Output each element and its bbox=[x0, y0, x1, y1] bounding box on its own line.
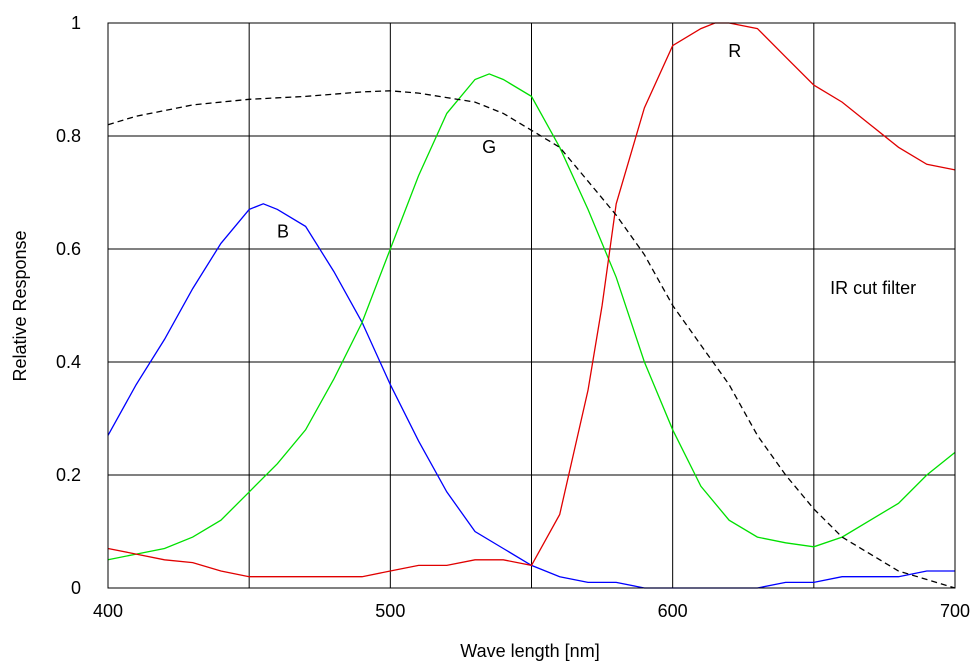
x-tick-label: 700 bbox=[940, 601, 970, 621]
series-label-b: B bbox=[277, 222, 289, 242]
tick-labels: 400 500 600 700 0 0.2 0.4 0.6 0.8 1 bbox=[56, 13, 970, 621]
x-axis-label: Wave length [nm] bbox=[460, 641, 599, 661]
x-tick-label: 600 bbox=[658, 601, 688, 621]
x-tick-label: 400 bbox=[93, 601, 123, 621]
series-label-ir-cut-filter: IR cut filter bbox=[830, 278, 916, 298]
series-label-g: G bbox=[482, 137, 496, 157]
y-tick-label: 0.6 bbox=[56, 239, 81, 259]
x-tick-label: 500 bbox=[375, 601, 405, 621]
grid-lines bbox=[108, 23, 955, 588]
y-tick-label: 0.8 bbox=[56, 126, 81, 146]
series-line-g bbox=[107, 73, 956, 561]
y-tick-label: 1 bbox=[71, 13, 81, 33]
plot-frame bbox=[107, 22, 956, 589]
y-tick-label: 0.2 bbox=[56, 465, 81, 485]
y-tick-label: 0 bbox=[71, 578, 81, 598]
series-line-ir-cut-filter bbox=[107, 90, 956, 589]
series-lines bbox=[107, 22, 956, 589]
series-labels: B G R IR cut filter bbox=[277, 41, 916, 298]
series-label-r: R bbox=[728, 41, 741, 61]
y-axis-label: Relative Response bbox=[10, 230, 30, 381]
y-tick-label: 0.4 bbox=[56, 352, 81, 372]
series-line-r bbox=[107, 22, 956, 578]
series-line-b bbox=[107, 203, 955, 589]
